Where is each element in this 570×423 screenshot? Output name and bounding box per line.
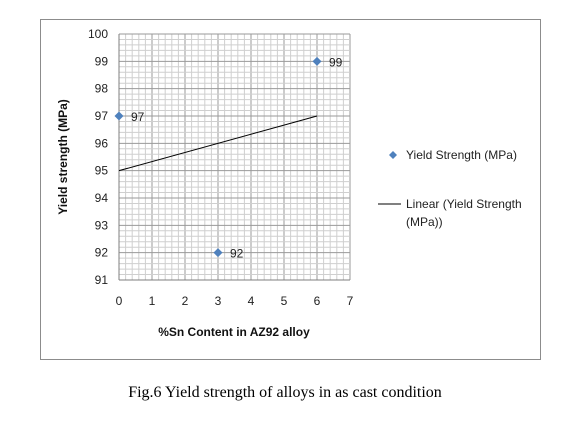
data-point [213,248,223,258]
data-marks: 97 92 99 [114,55,343,261]
x-tick-label: 1 [149,294,156,308]
data-label: 97 [131,110,145,124]
y-axis-title: Yield strength (MPa) [56,99,70,215]
y-tick-label: 96 [95,136,109,150]
axes [118,34,350,281]
y-tick-label: 91 [95,273,109,287]
y-tick-label: 98 [95,82,109,96]
data-point [114,111,124,121]
data-point [312,56,322,66]
grid [118,33,351,281]
y-tick-label: 92 [95,246,109,260]
x-tick-label: 2 [182,294,189,308]
legend-trend-label-line2: (MPa)) [406,215,443,229]
x-axis-title: %Sn Content in AZ92 alloy [158,325,310,339]
trend-line [118,115,318,172]
legend-scatter-marker [389,151,397,159]
y-tick-label: 93 [95,218,109,232]
x-tick-label: 5 [281,294,288,308]
legend-trend-label-line1: Linear (Yield Strength [406,197,522,211]
x-tick-label: 6 [314,294,321,308]
data-label: 92 [230,247,244,261]
y-tick-label: 99 [95,54,109,68]
tick-labels: 0 1 2 3 4 5 6 7 91 92 93 94 95 96 97 98 99 100 [88,27,354,308]
y-tick-label: 100 [88,27,108,41]
x-tick-label: 7 [347,294,354,308]
data-label: 99 [329,55,343,69]
x-tick-label: 0 [116,294,123,308]
y-tick-label: 94 [95,191,109,205]
y-tick-label: 95 [95,164,109,178]
y-tick-label: 97 [95,109,109,123]
legend-scatter-label: Yield Strength (MPa) [406,148,517,162]
x-tick-label: 4 [248,294,255,308]
x-tick-label: 3 [215,294,222,308]
legend: Yield Strength (MPa) Linear (Yield Stren… [378,148,522,229]
figure-caption: Fig.6 Yield strength of alloys in as cas… [128,384,442,401]
